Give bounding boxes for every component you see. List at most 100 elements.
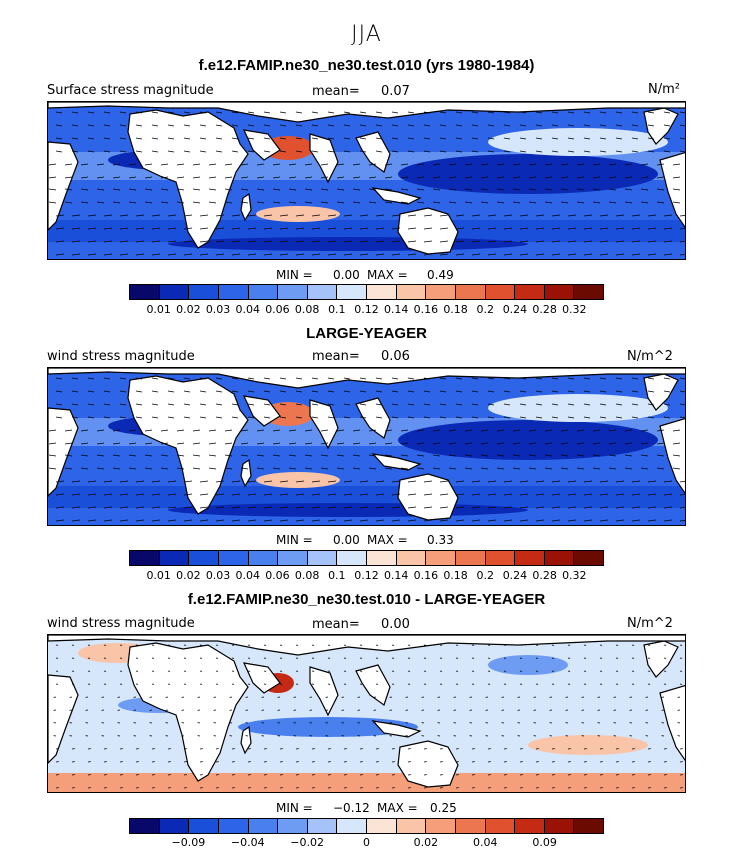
- wind-arrow: [599, 390, 607, 393]
- panel2-mean-value: 0.06: [381, 349, 410, 364]
- wind-arrow: [551, 480, 561, 483]
- wind-arrow: [295, 403, 303, 406]
- wind-arrow: [199, 124, 207, 127]
- panel3-max-label: MAX =: [377, 801, 418, 815]
- colorbar-tick-label: 0.12: [354, 303, 379, 316]
- wind-arrow: [96, 467, 105, 470]
- wind-arrow: [256, 429, 265, 432]
- wind-arrow: [455, 377, 463, 380]
- wind-arrow: [279, 390, 287, 393]
- wind-arrow: [487, 403, 495, 406]
- wind-arrow: [512, 467, 521, 470]
- wind-arrow: [384, 454, 393, 457]
- wind-arrow: [80, 176, 89, 179]
- wind-arrow: [352, 454, 361, 457]
- wind-arrow: [448, 201, 457, 204]
- wind-arrow: [384, 188, 393, 191]
- wind-arrow: [615, 480, 625, 483]
- wind-arrow: [311, 214, 321, 217]
- landmass: [659, 417, 685, 495]
- wind-arrow: [551, 111, 559, 114]
- colorbar-swatch: [218, 819, 249, 833]
- wind-arrow: [176, 454, 185, 457]
- wind-arrow: [560, 467, 569, 470]
- landmass: [48, 635, 685, 656]
- wind-arrow: [624, 429, 633, 432]
- wind-arrow: [647, 377, 655, 380]
- wind-arrow: [55, 416, 63, 419]
- wind-arrow: [224, 201, 233, 204]
- wind-arrow: [608, 201, 617, 204]
- colorbar-swatch: [248, 551, 279, 565]
- wind-arrow: [640, 163, 649, 166]
- wind-arrow: [64, 163, 73, 166]
- wind-arrow: [224, 454, 233, 457]
- wind-arrow: [295, 111, 303, 114]
- wind-arrow: [263, 240, 273, 243]
- wind-arrow: [592, 454, 601, 457]
- wind-arrow: [64, 188, 73, 191]
- wind-arrow: [199, 240, 209, 243]
- wind-arrow: [128, 163, 137, 166]
- wind-arrow: [320, 163, 329, 166]
- wind-arrow: [576, 201, 585, 204]
- wind-arrow: [368, 176, 377, 179]
- wind-arrow: [311, 519, 321, 522]
- wind-arrow: [391, 416, 399, 419]
- wind-arrow: [544, 188, 553, 191]
- wind-arrow: [375, 137, 383, 140]
- wind-arrow: [375, 377, 383, 380]
- wind-arrow: [167, 390, 175, 393]
- wind-arrow: [183, 493, 193, 496]
- wind-arrow: [647, 137, 655, 140]
- wind-arrow: [135, 227, 145, 230]
- wind-arrow: [656, 467, 665, 470]
- colorbar-tick-label: 0.04: [473, 836, 498, 849]
- wind-arrow: [352, 429, 361, 432]
- wind-arrow: [295, 227, 305, 230]
- panel2-map-canvas: [48, 368, 685, 525]
- wind-arrow: [311, 390, 319, 393]
- wind-arrow: [151, 493, 161, 496]
- wind-arrow: [119, 137, 127, 140]
- monsoon-jet: [262, 402, 314, 426]
- colorbar-tick-label: 0.14: [383, 569, 409, 582]
- wind-arrow: [663, 150, 671, 153]
- colorbar-tick-label: 0.1: [328, 303, 346, 316]
- wind-arrow: [135, 240, 145, 243]
- wind-arrow: [359, 493, 369, 496]
- wind-arrow: [656, 176, 665, 179]
- wind-arrow: [103, 227, 113, 230]
- wind-arrow: [624, 176, 633, 179]
- wind-arrow: [423, 253, 433, 256]
- wind-arrow: [144, 429, 153, 432]
- wind-arrow: [535, 111, 543, 114]
- panel1-min-label: MIN =: [276, 268, 313, 282]
- wind-arrow: [199, 403, 207, 406]
- wind-arrow: [503, 493, 513, 496]
- panel3-field-label: wind stress magnitude: [47, 616, 195, 631]
- wind-arrow: [663, 506, 673, 509]
- wind-arrow: [471, 519, 481, 522]
- wind-arrow: [48, 442, 57, 445]
- wind-arrow: [103, 240, 113, 243]
- wind-arrow: [160, 163, 169, 166]
- wind-arrow: [375, 111, 383, 114]
- wind-arrow: [151, 377, 159, 380]
- colorbar-swatch: [485, 551, 516, 565]
- wind-arrow: [679, 111, 685, 114]
- wind-arrow: [311, 124, 319, 127]
- wind-arrow: [560, 163, 569, 166]
- wind-arrow: [160, 201, 169, 204]
- wind-arrow: [592, 163, 601, 166]
- wind-arrow: [480, 188, 489, 191]
- wind-arrow: [279, 377, 287, 380]
- wind-arrow: [247, 377, 255, 380]
- wind-arrow: [439, 416, 447, 419]
- wind-arrow: [551, 137, 559, 140]
- wind-arrow: [416, 163, 425, 166]
- wind-arrow: [231, 416, 239, 419]
- wind-arrow: [167, 111, 175, 114]
- wind-arrow: [503, 214, 513, 217]
- wind-arrow: [327, 253, 337, 256]
